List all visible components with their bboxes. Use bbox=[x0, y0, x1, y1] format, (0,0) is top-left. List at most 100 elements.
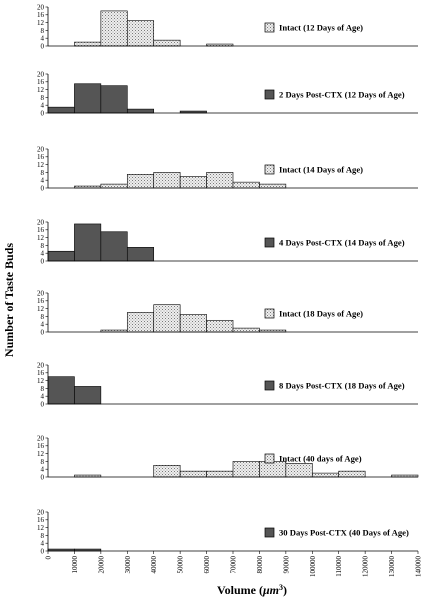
y-tick-label: 20 bbox=[37, 70, 45, 78]
y-tick-label: 8 bbox=[41, 458, 45, 466]
y-tick-label: 20 bbox=[37, 434, 45, 442]
histogram-bar bbox=[74, 386, 102, 405]
histogram-bar bbox=[338, 470, 366, 478]
x-tick-label: 130000 bbox=[388, 556, 396, 578]
y-tick-label: 4 bbox=[41, 102, 45, 110]
x-tick-label: 30000 bbox=[124, 556, 132, 574]
histogram-bar bbox=[126, 20, 155, 47]
x-tick-label: 110000 bbox=[335, 556, 343, 577]
y-tick-label: 12 bbox=[37, 377, 45, 385]
histogram-bar bbox=[232, 327, 260, 333]
y-tick-label: 20 bbox=[37, 218, 45, 226]
legend-swatch bbox=[264, 453, 275, 464]
legend-label: Intact (12 Days of Age) bbox=[279, 23, 363, 33]
histogram-bar bbox=[74, 83, 102, 114]
x-axis-title-text: Volume ( bbox=[217, 583, 263, 597]
legend-swatch bbox=[264, 308, 275, 319]
legend-label: 8 Days Post-CTX (18 Days of Age) bbox=[279, 381, 405, 391]
y-tick-label: 0 bbox=[41, 473, 45, 481]
y-tick-label: 12 bbox=[37, 19, 45, 27]
histogram-bar bbox=[311, 472, 340, 478]
y-tick-label: 16 bbox=[37, 226, 45, 234]
y-tick-label: 4 bbox=[41, 250, 45, 258]
legend-label: 2 Days Post-CTX (12 Days of Age) bbox=[279, 90, 405, 100]
y-tick-label: 4 bbox=[41, 540, 45, 548]
legend-swatch bbox=[264, 237, 275, 248]
y-tick-label: 8 bbox=[41, 313, 45, 321]
y-tick-label: 12 bbox=[37, 305, 45, 313]
legend-label: 30 Days Post-CTX (40 Days of Age) bbox=[279, 528, 409, 538]
y-tick-label: 0 bbox=[41, 400, 45, 408]
y-tick-label: 8 bbox=[41, 385, 45, 393]
y-tick-label: 0 bbox=[41, 257, 45, 265]
y-tick-label: 20 bbox=[37, 289, 45, 297]
y-tick-label: 0 bbox=[41, 328, 45, 336]
y-tick-label: 16 bbox=[37, 369, 45, 377]
y-tick-label: 4 bbox=[41, 393, 45, 401]
y-tick-label: 8 bbox=[41, 27, 45, 35]
y-tick-label: 0 bbox=[41, 184, 45, 192]
histogram-bar bbox=[74, 223, 102, 262]
y-tick-label: 16 bbox=[37, 297, 45, 305]
legend-swatch bbox=[264, 89, 275, 100]
histogram-bar bbox=[259, 183, 287, 189]
y-tick-label: 0 bbox=[41, 42, 45, 50]
histogram-bar bbox=[232, 181, 260, 189]
y-tick-label: 12 bbox=[37, 524, 45, 532]
y-tick-label: 16 bbox=[37, 78, 45, 86]
y-tick-label: 0 bbox=[41, 109, 45, 117]
histogram-bar bbox=[206, 470, 234, 478]
y-tick-label: 12 bbox=[37, 86, 45, 94]
histogram-bar bbox=[100, 183, 128, 189]
y-tick-label: 0 bbox=[41, 547, 45, 555]
x-tick-label: 140000 bbox=[415, 556, 423, 578]
y-tick-label: 8 bbox=[41, 94, 45, 102]
y-tick-label: 16 bbox=[37, 442, 45, 450]
histogram-bar bbox=[126, 108, 155, 114]
y-tick-label: 20 bbox=[37, 3, 45, 11]
x-tick-label: 40000 bbox=[150, 556, 158, 574]
histogram-bar bbox=[153, 172, 181, 189]
y-tick-label: 8 bbox=[41, 242, 45, 250]
legend-label: Intact (40 days of Age) bbox=[279, 454, 362, 464]
histogram-bar bbox=[232, 461, 260, 478]
y-tick-label: 12 bbox=[37, 161, 45, 169]
x-tick-label: 20000 bbox=[97, 556, 105, 574]
histogram-bar bbox=[259, 461, 287, 478]
histogram-bar bbox=[153, 304, 181, 333]
x-axis: 0 10000 20000 30000 40000 50000 60000 70000 8000… bbox=[45, 551, 423, 577]
x-tick-label: 120000 bbox=[362, 556, 370, 578]
y-tick-label: 8 bbox=[41, 532, 45, 540]
histogram-bar bbox=[47, 250, 75, 262]
y-tick-label: 4 bbox=[41, 177, 45, 185]
histogram-bar bbox=[285, 463, 313, 478]
x-tick-label: 80000 bbox=[256, 556, 264, 574]
y-tick-label: 12 bbox=[37, 450, 45, 458]
legend-swatch bbox=[264, 527, 275, 538]
x-axis-title-exponent: 3 bbox=[279, 583, 283, 592]
legend-swatch bbox=[264, 164, 275, 175]
y-tick-label: 4 bbox=[41, 466, 45, 474]
y-tick-label: 20 bbox=[37, 145, 45, 153]
legend-swatch bbox=[264, 22, 275, 33]
histogram-bar bbox=[47, 106, 75, 114]
histogram-bar bbox=[179, 176, 207, 189]
x-tick-label: 90000 bbox=[282, 556, 290, 574]
histogram-bar bbox=[126, 247, 155, 262]
histogram-bar bbox=[74, 41, 102, 47]
histogram-bar bbox=[100, 10, 128, 47]
y-tick-label: 16 bbox=[37, 153, 45, 161]
histogram-bar bbox=[47, 376, 75, 405]
histogram-bar bbox=[206, 172, 234, 189]
x-tick-label: 70000 bbox=[230, 556, 238, 574]
legend-label: 4 Days Post-CTX (14 Days of Age) bbox=[279, 238, 405, 248]
y-tick-label: 16 bbox=[37, 516, 45, 524]
